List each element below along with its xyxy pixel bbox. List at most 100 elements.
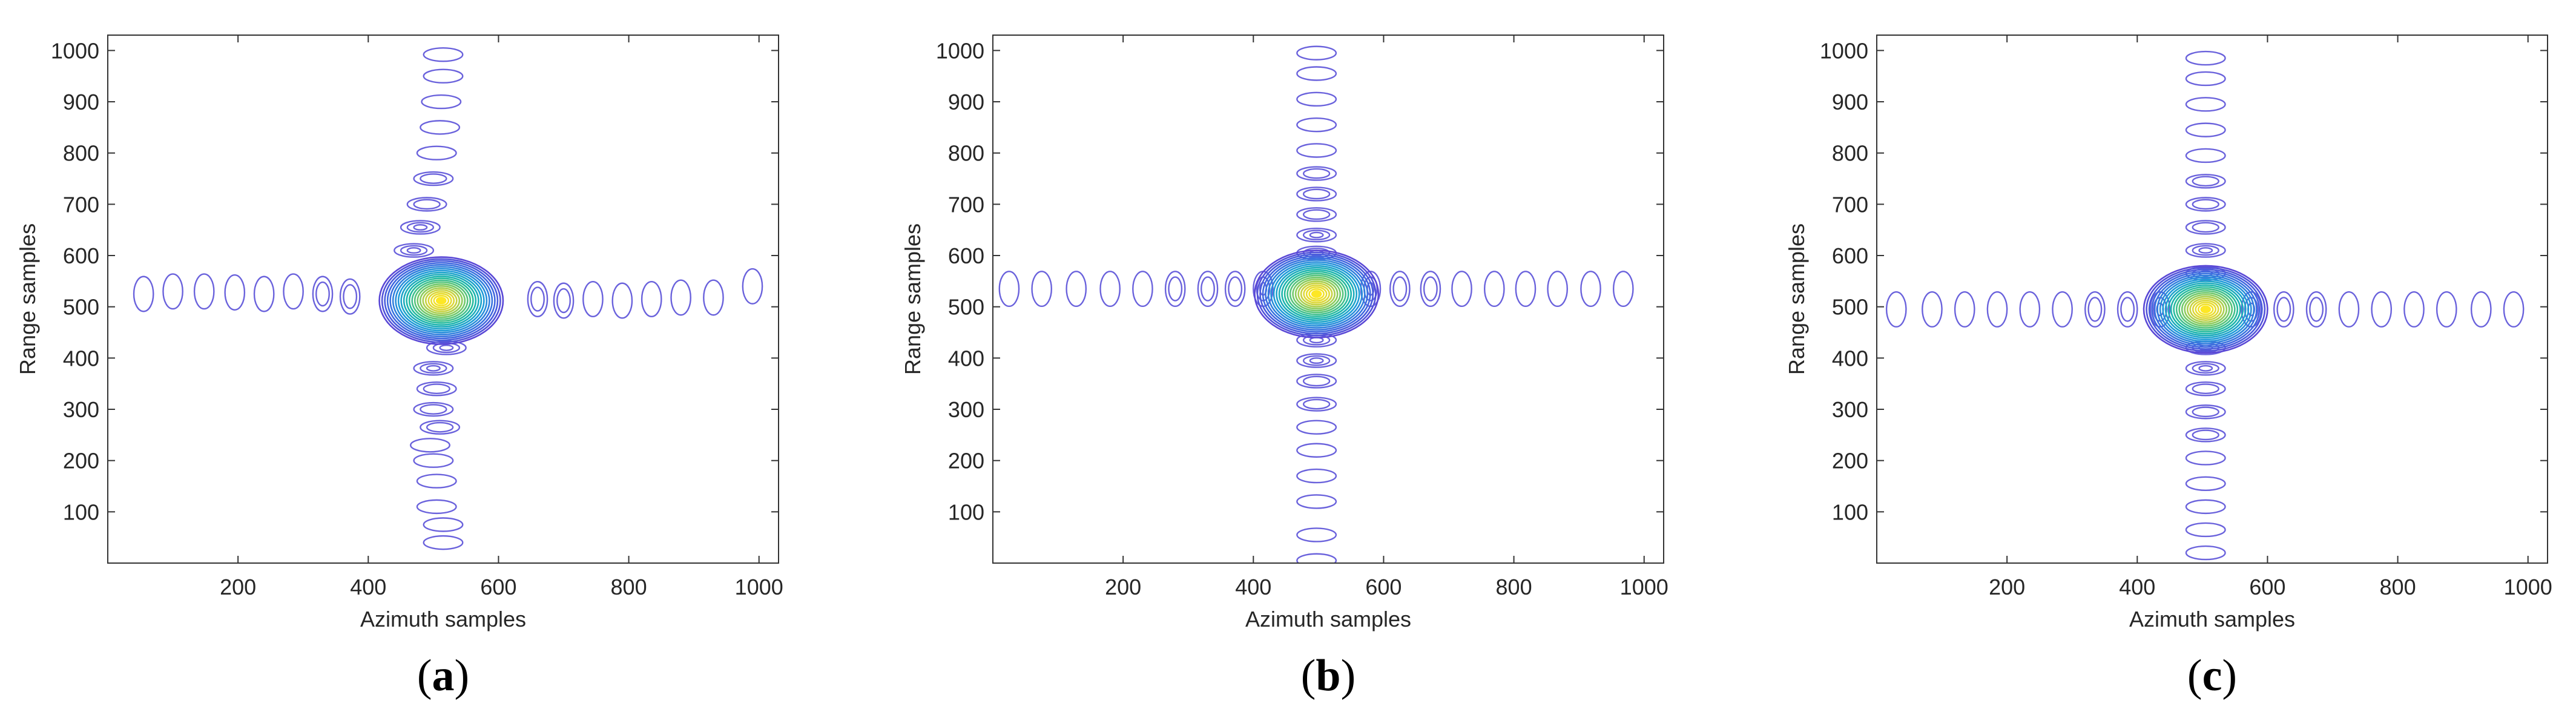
horizontal-sidelobe-contour bbox=[1132, 271, 1153, 308]
horizontal-sidelobe-contour bbox=[2052, 291, 2073, 328]
panel-label: (c) bbox=[2187, 651, 2237, 701]
main-lobe-contour bbox=[1273, 263, 1360, 325]
vertical-sidelobe-contour bbox=[1296, 207, 1337, 222]
x-axis-label: Azimuth samples bbox=[2129, 607, 2295, 632]
main-lobe-contour bbox=[1303, 284, 1330, 304]
vertical-sidelobe-contour bbox=[1309, 231, 1324, 239]
main-lobe-contour bbox=[1256, 251, 1377, 337]
horizontal-sidelobe-contour bbox=[343, 284, 358, 309]
main-lobe-contour bbox=[1308, 288, 1325, 300]
horizontal-sidelobe-contour bbox=[2470, 291, 2492, 328]
vertical-sidelobe-contour bbox=[2185, 220, 2226, 235]
vertical-sidelobe-contour bbox=[413, 224, 428, 231]
main-lobe-contour bbox=[430, 292, 452, 309]
y-axis-label: Range samples bbox=[1784, 223, 1809, 375]
main-lobe-contour bbox=[1300, 282, 1333, 306]
main-lobe-contour bbox=[2175, 288, 2236, 331]
horizontal-sidelobe-contour bbox=[556, 288, 571, 314]
horizontal-sidelobe-contour bbox=[1885, 291, 1907, 328]
vertical-sidelobe-contour bbox=[1296, 45, 1337, 61]
y-axis-label: Range samples bbox=[15, 223, 40, 375]
main-lobe-contour bbox=[384, 260, 499, 341]
main-lobe-contour bbox=[1283, 271, 1349, 317]
main-lobe-contour bbox=[381, 258, 501, 343]
vertical-sidelobe-contour bbox=[2185, 197, 2226, 212]
vertical-sidelobe-contour bbox=[423, 68, 464, 84]
horizontal-sidelobe-contour bbox=[1224, 271, 1246, 308]
vertical-sidelobe-contour bbox=[1296, 553, 1337, 563]
main-lobe-contour bbox=[1281, 269, 1352, 319]
horizontal-sidelobe-contour bbox=[162, 273, 183, 310]
vertical-sidelobe-contour bbox=[2192, 222, 2219, 233]
vertical-sidelobe-contour bbox=[2192, 383, 2219, 394]
x-tick-label: 600 bbox=[480, 575, 516, 599]
vertical-sidelobe-contour bbox=[2185, 404, 2226, 420]
vertical-sidelobe-contour bbox=[394, 243, 435, 258]
vertical-sidelobe-contour bbox=[1296, 186, 1337, 202]
y-tick-label: 100 bbox=[63, 500, 99, 524]
horizontal-sidelobe-contour bbox=[253, 275, 275, 312]
main-lobe-contour bbox=[2197, 303, 2214, 315]
vertical-sidelobe-contour bbox=[2185, 476, 2226, 491]
main-lobe-contour bbox=[2151, 271, 2261, 348]
main-lobe-contour bbox=[1276, 265, 1358, 323]
main-lobe-contour bbox=[419, 285, 463, 317]
main-lobe-contour bbox=[2181, 292, 2230, 327]
main-lobe-contour bbox=[1292, 276, 1342, 312]
panel-label: (a) bbox=[417, 651, 469, 701]
y-tick-label: 300 bbox=[1832, 397, 1868, 422]
y-tick-label: 400 bbox=[1832, 346, 1868, 371]
plot-area bbox=[998, 45, 1634, 563]
vertical-sidelobe-contour bbox=[2185, 174, 2226, 189]
main-lobe-contour bbox=[417, 283, 466, 318]
y-tick-label: 900 bbox=[948, 90, 984, 114]
horizontal-sidelobe-contour bbox=[1201, 276, 1215, 302]
main-lobe-contour bbox=[411, 279, 472, 322]
y-tick-label: 900 bbox=[63, 90, 99, 114]
horizontal-sidelobe-contour bbox=[1389, 271, 1411, 308]
horizontal-sidelobe-contour bbox=[2116, 291, 2138, 328]
main-lobe-contour bbox=[1305, 286, 1328, 302]
vertical-sidelobe-contour bbox=[1302, 375, 1331, 387]
horizontal-sidelobe-contour bbox=[315, 281, 330, 307]
vertical-sidelobe-contour bbox=[406, 222, 435, 233]
main-lobe-contour bbox=[2173, 286, 2239, 333]
horizontal-sidelobe-contour bbox=[224, 274, 246, 311]
horizontal-sidelobe-contour bbox=[1612, 271, 1634, 308]
contour-panel: 200 400 600 800 1000 100 200 300 400 500 600 700 800… bbox=[1784, 35, 2552, 701]
main-lobe-contour bbox=[2146, 266, 2266, 352]
horizontal-sidelobe-contour bbox=[641, 281, 662, 317]
vertical-sidelobe-contour bbox=[2185, 450, 2226, 466]
horizontal-sidelobe-contour bbox=[193, 273, 215, 310]
main-lobe-contour bbox=[392, 266, 490, 335]
main-lobe-contour bbox=[427, 291, 455, 311]
main-lobe-contour bbox=[386, 262, 496, 340]
vertical-sidelobe-contour bbox=[1296, 117, 1337, 133]
vertical-sidelobe-contour bbox=[400, 220, 441, 235]
vertical-sidelobe-contour bbox=[1296, 420, 1337, 435]
y-tick-label: 500 bbox=[63, 295, 99, 320]
vertical-sidelobe-contour bbox=[1296, 443, 1337, 458]
vertical-sidelobe-contour bbox=[410, 438, 450, 453]
vertical-sidelobe-contour bbox=[416, 145, 457, 160]
vertical-sidelobe-contour bbox=[2185, 122, 2226, 137]
vertical-sidelobe-contour bbox=[413, 361, 454, 376]
horizontal-sidelobe-contour bbox=[1922, 291, 1943, 328]
x-tick-label: 800 bbox=[611, 575, 647, 599]
vertical-sidelobe-contour bbox=[1309, 357, 1324, 364]
y-tick-label: 800 bbox=[63, 141, 99, 166]
plot-area bbox=[1885, 50, 2525, 561]
vertical-sidelobe-contour bbox=[1296, 66, 1337, 81]
horizontal-sidelobe-contour bbox=[2087, 297, 2103, 322]
main-lobe-contour bbox=[422, 287, 461, 314]
horizontal-sidelobe-contour bbox=[1451, 271, 1472, 308]
vertical-sidelobe-contour bbox=[413, 453, 454, 468]
horizontal-sidelobe-contour bbox=[2436, 291, 2457, 328]
x-axis-label: Azimuth samples bbox=[360, 607, 526, 632]
horizontal-sidelobe-contour bbox=[582, 281, 604, 317]
y-tick-label: 700 bbox=[948, 192, 984, 217]
axes-box bbox=[992, 35, 1664, 564]
x-tick-label: 800 bbox=[1496, 575, 1532, 599]
x-tick-label: 800 bbox=[2380, 575, 2416, 599]
y-tick-label: 700 bbox=[63, 192, 99, 217]
